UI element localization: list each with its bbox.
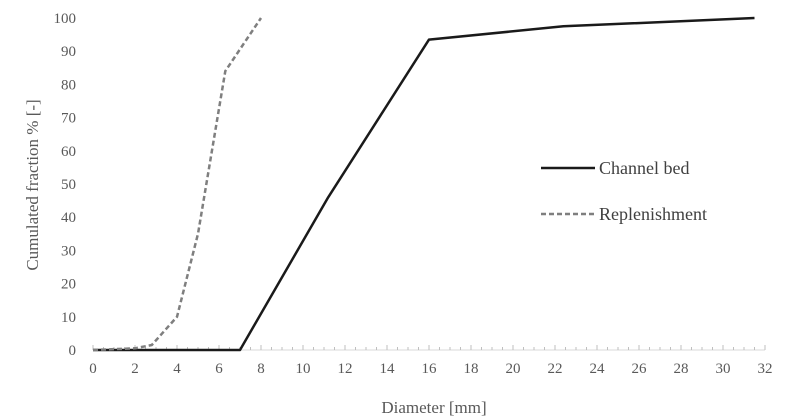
x-tick-label: 30	[716, 361, 731, 377]
y-tick-label: 90	[61, 44, 76, 60]
y-tick-label: 100	[54, 11, 77, 27]
y-axis: 0 10 20 30 40 50 60 70 80 90 100	[54, 11, 77, 359]
x-axis-title: Diameter [mm]	[381, 398, 486, 417]
x-axis: 0 2 4 6 8 10 12 14 16 18 20 22 24 26 28 30 32	[89, 345, 773, 377]
series-line-replenishment	[92, 17, 263, 352]
series-line-channel-bed	[93, 16, 755, 352]
x-tick-label: 26	[632, 361, 648, 377]
series-group	[92, 16, 755, 352]
y-tick-label: 20	[61, 277, 76, 293]
x-tick-label: 12	[338, 361, 353, 377]
x-tick-label: 16	[422, 361, 438, 377]
x-tick-label: 10	[296, 361, 311, 377]
x-tick-label: 6	[215, 361, 223, 377]
x-tick-label: 28	[674, 361, 689, 377]
y-tick-label: 40	[61, 210, 76, 226]
x-tick-label: 14	[380, 361, 396, 377]
x-tick-label: 0	[89, 361, 97, 377]
legend: Channel bed Replenishment	[541, 158, 707, 224]
y-tick-label: 80	[61, 77, 76, 93]
legend-label-replenishment: Replenishment	[599, 204, 707, 224]
x-tick-label: 18	[464, 361, 479, 377]
y-axis-title: Cumulated fraction % [-]	[23, 99, 42, 270]
x-tick-label: 4	[173, 361, 181, 377]
y-tick-label: 50	[61, 177, 76, 193]
x-tick-label: 22	[548, 361, 563, 377]
y-tick-label: 30	[61, 243, 76, 259]
y-tick-label: 70	[61, 111, 76, 127]
y-tick-label: 0	[69, 343, 77, 359]
x-tick-label: 24	[590, 361, 606, 377]
x-tick-label: 8	[257, 361, 265, 377]
x-tick-label: 32	[758, 361, 773, 377]
x-tick-label: 2	[131, 361, 139, 377]
y-tick-label: 10	[61, 310, 76, 326]
x-tick-label: 20	[506, 361, 521, 377]
legend-label-channel-bed: Channel bed	[599, 158, 689, 178]
y-tick-label: 60	[61, 144, 76, 160]
